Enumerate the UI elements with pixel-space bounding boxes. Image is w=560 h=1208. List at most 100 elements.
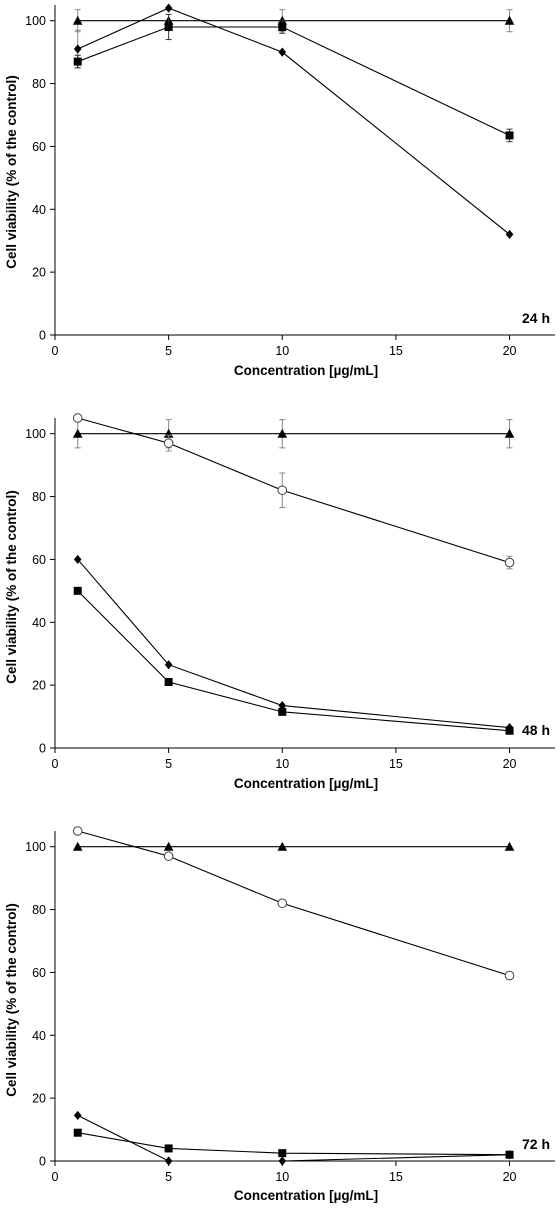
data-point — [278, 707, 287, 716]
x-tick-label: 15 — [389, 757, 403, 771]
data-point — [164, 3, 173, 13]
series-line — [77, 417, 510, 564]
x-tick-label: 20 — [503, 344, 517, 358]
series-circle-open — [72, 413, 515, 570]
x-tick-label: 10 — [275, 1170, 289, 1184]
x-axis-title: Concentration [µg/mL] — [234, 1188, 378, 1203]
x-axis-title: Concentration [µg/mL] — [234, 776, 378, 791]
y-tick-label: 0 — [39, 742, 46, 756]
x-tick-label: 5 — [165, 757, 172, 771]
data-point — [72, 15, 83, 25]
x-tick-label: 10 — [275, 757, 289, 771]
series-triangle — [72, 419, 515, 449]
data-point — [504, 428, 515, 438]
data-point — [278, 1156, 287, 1166]
data-point — [72, 428, 83, 438]
y-axis-title: Cell viability (% of the control) — [4, 490, 19, 684]
data-point — [73, 586, 82, 595]
data-point — [164, 1156, 173, 1166]
y-tick-label: 20 — [32, 1092, 46, 1106]
x-tick-label: 0 — [52, 344, 59, 358]
series-line — [77, 1132, 510, 1156]
x-tick-label: 15 — [389, 1170, 403, 1184]
y-tick-label: 60 — [32, 140, 46, 154]
series-diamond — [73, 554, 514, 733]
series-line — [77, 1114, 510, 1162]
data-point — [163, 851, 174, 861]
data-point — [73, 44, 82, 54]
data-point — [163, 438, 174, 448]
plot-area: 0 20 40 60 80 100 0 5 10 15 20 — [25, 826, 555, 1184]
y-axis-title: Cell viability (% of the control) — [4, 903, 19, 1097]
y-tick-label: 100 — [25, 840, 46, 854]
y-tick-label: 60 — [32, 966, 46, 980]
y-tick-label: 100 — [25, 427, 46, 441]
y-tick-label: 80 — [32, 903, 46, 917]
y-tick-label: 80 — [32, 77, 46, 91]
x-tick-label: 15 — [389, 344, 403, 358]
y-tick-label: 100 — [25, 14, 46, 28]
series-square — [73, 1128, 514, 1159]
series-square — [73, 13, 514, 143]
data-point — [278, 1149, 287, 1158]
series-line — [77, 7, 510, 235]
series-line — [77, 830, 510, 977]
x-tick-label: 0 — [52, 1170, 59, 1184]
y-tick-label: 20 — [32, 679, 46, 693]
x-tick-label: 20 — [503, 1170, 517, 1184]
data-point — [505, 131, 514, 140]
chart-panel-72h: Cell viability (% of the control) Concen… — [4, 826, 555, 1203]
series-line — [77, 26, 510, 136]
data-point — [277, 485, 288, 496]
x-tick-label: 5 — [165, 344, 172, 358]
data-point — [505, 229, 514, 240]
panel-label: 48 h — [522, 722, 550, 738]
data-point — [277, 841, 288, 851]
data-point — [163, 841, 174, 851]
series-circle-open — [72, 826, 515, 981]
data-point — [277, 898, 288, 909]
y-tick-label: 40 — [32, 616, 46, 630]
data-point — [504, 557, 515, 568]
data-point — [164, 1144, 173, 1153]
x-tick-label: 5 — [165, 1170, 172, 1184]
plot-area: 0 20 40 60 80 100 0 5 10 15 20 — [25, 3, 555, 358]
data-point — [164, 678, 173, 686]
data-point — [278, 700, 287, 711]
data-point — [73, 1128, 82, 1137]
data-point — [73, 554, 82, 565]
panel-label: 24 h — [522, 310, 550, 326]
data-point — [73, 1110, 82, 1121]
data-point — [73, 57, 82, 66]
data-point — [505, 1150, 514, 1159]
series-triangle — [72, 9, 515, 33]
y-axis-title: Cell viability (% of the control) — [4, 75, 19, 269]
data-point — [278, 23, 287, 31]
y-tick-label: 60 — [32, 553, 46, 567]
chart-panel-48h: Cell viability (% of the control) Concen… — [4, 413, 555, 791]
y-tick-label: 0 — [39, 329, 46, 343]
y-tick-label: 20 — [32, 266, 46, 280]
data-point — [72, 413, 83, 423]
data-point — [504, 841, 515, 851]
x-tick-label: 20 — [503, 757, 517, 771]
data-point — [278, 47, 287, 57]
plot-area: 0 20 40 60 80 100 0 5 10 15 20 — [25, 413, 555, 771]
data-point — [277, 428, 288, 438]
chart-panel-24h: Cell viability (% of the control) Concen… — [4, 3, 555, 378]
y-tick-label: 40 — [32, 203, 46, 217]
series-line — [77, 559, 510, 729]
data-point — [72, 826, 83, 836]
data-point — [72, 841, 83, 851]
data-point — [504, 15, 515, 25]
series-square — [73, 586, 514, 735]
x-tick-label: 0 — [52, 757, 59, 771]
y-tick-label: 80 — [32, 490, 46, 504]
y-tick-label: 0 — [39, 1155, 46, 1169]
series-diamond — [73, 1110, 514, 1166]
series-line — [77, 590, 510, 732]
series-triangle — [72, 841, 515, 851]
data-point — [164, 23, 173, 31]
x-tick-label: 10 — [275, 344, 289, 358]
